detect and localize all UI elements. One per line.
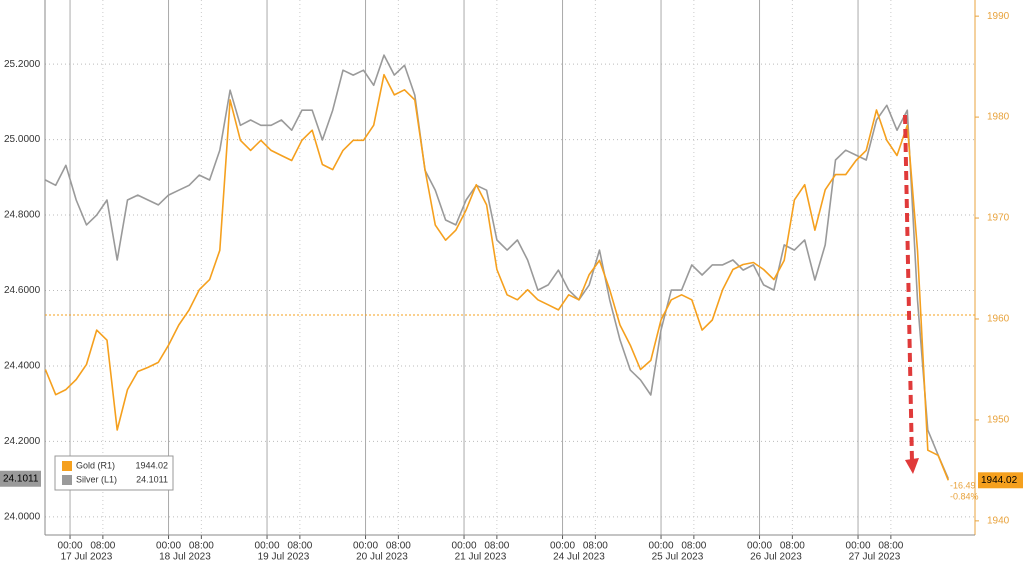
- x-tick-label: 08:00: [780, 541, 805, 552]
- annotation-arrow: [903, 114, 914, 463]
- x-tick-label: 00:00: [353, 541, 378, 552]
- y-tick-label: 25.0000: [4, 134, 41, 145]
- date-label: 21 Jul 2023: [455, 552, 507, 563]
- last-value-box: [978, 472, 1023, 489]
- legend-value: 1944.02: [135, 460, 168, 470]
- legend-value: 24.1011: [136, 474, 168, 484]
- y2-tick-label: 1970: [987, 213, 1010, 224]
- x-tick-label: 08:00: [386, 541, 411, 552]
- y2-tick-label: 1940: [987, 516, 1010, 527]
- date-label: 20 Jul 2023: [356, 552, 408, 563]
- legend: [54, 455, 174, 491]
- x-tick-label: 08:00: [287, 541, 312, 552]
- last-value-label: 24.1011: [3, 473, 39, 484]
- x-tick-label: 08:00: [681, 541, 706, 552]
- arrow-head: [905, 458, 919, 474]
- x-tick-label: 00:00: [255, 541, 280, 552]
- date-label: 17 Jul 2023: [61, 552, 113, 563]
- date-label: 25 Jul 2023: [652, 552, 704, 563]
- grid: 24.0000 24.2000 24.4000 24.6000 24.8000 25.00…: [4, 0, 1010, 563]
- x-tick-label: 00:00: [452, 541, 477, 552]
- last-value-label: 1944.02: [981, 475, 1018, 486]
- y-tick-label: 24.2000: [4, 436, 41, 447]
- date-label: 26 Jul 2023: [750, 552, 802, 563]
- y2-tick-label: 1950: [987, 415, 1010, 426]
- date-label: 27 Jul 2023: [849, 552, 901, 563]
- y-tick-label: 24.6000: [4, 285, 41, 296]
- legend-label: Gold (R1): [76, 460, 115, 470]
- legend-label: Silver (L1): [76, 474, 117, 484]
- x-tick-label: 00:00: [156, 541, 181, 552]
- y-tick-label: 24.0000: [4, 512, 41, 523]
- plot: [44, 54, 950, 481]
- x-tick-label: 00:00: [58, 541, 83, 552]
- y-tick-label: 25.2000: [4, 59, 41, 70]
- series-line: [44, 73, 950, 481]
- x-tick-label: 00:00: [747, 541, 772, 552]
- y2-tick-label: 1960: [987, 314, 1010, 325]
- series-line: [45, 54, 950, 480]
- date-label: 19 Jul 2023: [258, 552, 310, 563]
- change-pct-label: -0.84%: [950, 492, 979, 502]
- x-tick-label: 00:00: [649, 541, 674, 552]
- change-label: -16.49: [950, 481, 976, 491]
- y2-tick-label: 1990: [987, 11, 1010, 22]
- overlay: Gold (R1) 1944.02 Silver (L1) 24.1011 24.101…: [0, 114, 1023, 502]
- x-tick-label: 08:00: [189, 541, 214, 552]
- legend-swatch: [62, 475, 72, 485]
- x-tick-label: 08:00: [583, 541, 608, 552]
- x-tick-label: 08:00: [878, 541, 903, 552]
- x-tick-label: 08:00: [90, 541, 115, 552]
- last-value-box: [0, 470, 41, 487]
- date-label: 24 Jul 2023: [553, 552, 605, 563]
- x-tick-label: 00:00: [550, 541, 575, 552]
- x-tick-label: 08:00: [484, 541, 509, 552]
- legend-swatch: [62, 461, 72, 471]
- y2-tick-label: 1980: [987, 112, 1010, 123]
- y-tick-label: 24.4000: [4, 361, 41, 372]
- y-tick-label: 24.8000: [4, 210, 41, 221]
- x-tick-label: 00:00: [846, 541, 871, 552]
- date-label: 18 Jul 2023: [159, 552, 211, 563]
